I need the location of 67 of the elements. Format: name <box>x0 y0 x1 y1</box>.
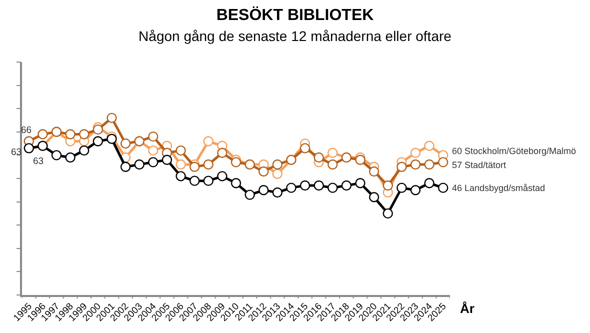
point <box>286 182 296 193</box>
point <box>120 162 131 172</box>
point <box>368 166 380 177</box>
point <box>92 124 104 135</box>
point <box>203 136 214 146</box>
point <box>382 208 393 219</box>
point <box>396 162 407 172</box>
point <box>217 171 228 182</box>
point <box>314 180 324 191</box>
point <box>120 138 131 149</box>
point <box>92 136 104 146</box>
point <box>203 176 214 186</box>
point <box>51 150 62 160</box>
point <box>300 143 310 154</box>
point <box>410 159 421 170</box>
point <box>328 148 338 158</box>
point <box>106 112 117 124</box>
point <box>148 131 158 142</box>
point <box>438 182 448 193</box>
text: 57 Stad/tätort <box>452 160 506 170</box>
point <box>314 152 324 163</box>
point <box>341 180 352 191</box>
point <box>424 178 434 188</box>
point <box>38 129 48 140</box>
point <box>189 162 200 172</box>
point <box>65 129 76 140</box>
point <box>424 140 434 151</box>
point <box>162 154 172 165</box>
point <box>148 157 158 168</box>
text: 60 Stockholm/Göteborg/Malmö <box>452 146 576 156</box>
point <box>217 148 228 158</box>
point <box>438 157 448 168</box>
point <box>300 180 310 191</box>
point <box>176 171 186 182</box>
chart-subtitle: Någon gång de senaste 12 månaderna eller oftare <box>138 28 452 44</box>
point <box>272 187 283 198</box>
point <box>410 185 421 196</box>
point <box>258 185 269 196</box>
point <box>272 159 283 170</box>
point <box>396 182 407 193</box>
chart-title: BESÖKT BIBLIOTEK <box>216 6 374 24</box>
point <box>410 148 421 158</box>
point <box>65 152 76 163</box>
point <box>134 159 144 170</box>
point <box>368 192 380 202</box>
point <box>203 159 214 170</box>
point <box>148 145 158 156</box>
point <box>258 166 269 177</box>
point <box>230 178 242 188</box>
point <box>328 159 338 170</box>
x-axis-title: År <box>460 301 474 316</box>
point <box>176 159 186 170</box>
point <box>176 145 186 156</box>
point <box>382 180 393 191</box>
point <box>106 134 117 144</box>
point <box>230 157 242 168</box>
point <box>355 154 366 165</box>
data-label: 63 <box>33 156 44 167</box>
point <box>189 176 200 186</box>
point <box>355 178 366 188</box>
point <box>328 182 338 193</box>
point <box>424 159 434 170</box>
point <box>79 129 90 140</box>
point <box>244 190 255 200</box>
point <box>79 145 90 156</box>
text: 46 Landsbygd/småstad <box>452 183 546 193</box>
point <box>272 168 283 179</box>
